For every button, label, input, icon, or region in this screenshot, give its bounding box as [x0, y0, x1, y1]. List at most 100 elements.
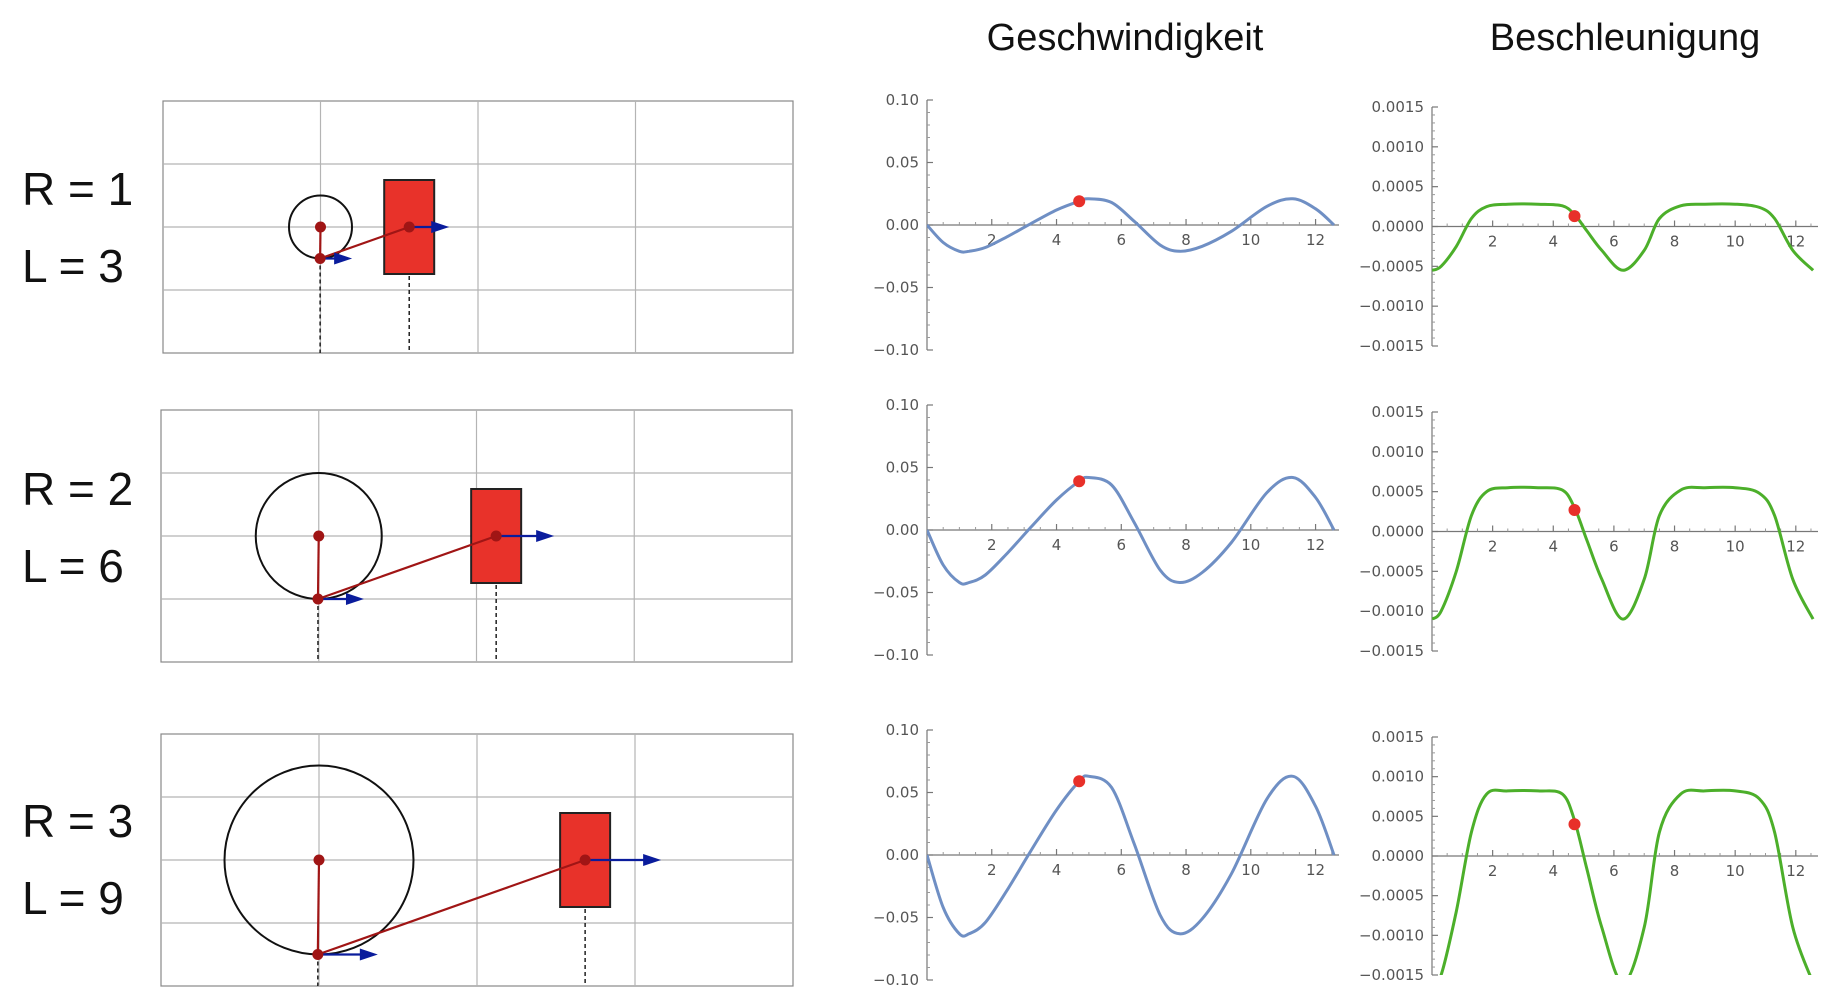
x-tick-label: 12 — [1786, 233, 1805, 251]
y-tick-label: −0.0010 — [1359, 926, 1424, 944]
x-tick-label: 4 — [1052, 861, 1062, 879]
y-tick-label: 0.10 — [886, 721, 919, 739]
x-tick-label: 6 — [1609, 538, 1619, 556]
x-tick-label: 4 — [1052, 231, 1062, 249]
y-tick-label: 0.0015 — [1372, 728, 1425, 746]
velocity-row-1: 0.10 0.05 0.00 −0.05 −0.10 2 4 6 8 10 12 — [873, 91, 1339, 359]
crank-pin-velocity-arrow-head — [359, 948, 378, 961]
y-tick-label: −0.05 — [873, 909, 919, 927]
x-tick-label: 10 — [1241, 536, 1260, 554]
slider-velocity-arrow-head — [643, 854, 662, 866]
x-tick-label: 4 — [1548, 862, 1558, 880]
y-tick-label: 0.05 — [886, 459, 919, 477]
y-tick-label: −0.0005 — [1359, 887, 1424, 905]
x-tick-label: 4 — [1548, 538, 1558, 556]
y-tick-label: 0.10 — [886, 396, 919, 414]
current-position-marker — [1073, 195, 1086, 208]
row-3-length-label: L = 9 — [22, 872, 124, 924]
y-tick-label: 0.0010 — [1372, 443, 1425, 461]
x-tick-label: 10 — [1726, 233, 1745, 251]
y-tick-label: 0.0015 — [1372, 403, 1425, 421]
x-tick-label: 8 — [1181, 231, 1191, 249]
row-2-radius-label: R = 2 — [22, 463, 133, 515]
crank-pin-velocity-arrow-head — [345, 592, 364, 605]
current-position-marker — [1568, 503, 1581, 516]
y-tick-label: −0.10 — [873, 341, 919, 359]
y-tick-label: −0.0005 — [1359, 257, 1424, 275]
data-curve — [1439, 788, 1812, 975]
y-tick-label: −0.0010 — [1359, 297, 1424, 315]
current-position-marker — [1568, 210, 1581, 223]
y-tick-label: −0.0010 — [1359, 602, 1424, 620]
data-curve — [1432, 485, 1815, 621]
y-tick-label: −0.10 — [873, 971, 919, 989]
y-tick-label: 0.0005 — [1372, 178, 1425, 196]
data-curve — [927, 475, 1336, 586]
data-curve — [1432, 202, 1815, 272]
x-tick-label: 12 — [1786, 862, 1805, 880]
y-tick-label: 0.0005 — [1372, 483, 1425, 501]
y-tick-label: 0.0000 — [1372, 218, 1425, 236]
y-tick-label: 0.0015 — [1372, 98, 1425, 116]
data-curve — [927, 774, 1336, 938]
data-curve — [927, 197, 1336, 254]
crank-arm — [316, 859, 321, 955]
velocity-column-title: Geschwindigkeit — [987, 17, 1264, 59]
row-3-radius-label: R = 3 — [22, 795, 133, 847]
x-tick-label: 6 — [1117, 536, 1127, 554]
current-position-marker — [1568, 818, 1581, 831]
y-tick-label: 0.00 — [886, 846, 919, 864]
slider-joint — [403, 221, 415, 233]
x-tick-label: 6 — [1609, 862, 1619, 880]
y-tick-label: −0.10 — [873, 646, 919, 664]
acceleration-row-3: 0.0015 0.0010 0.0005 0.0000 −0.0005 −0.0010 −0… — [1359, 728, 1818, 984]
acceleration-column-title: Beschleunigung — [1490, 17, 1760, 59]
current-position-marker — [1073, 775, 1086, 788]
y-tick-label: −0.0015 — [1359, 642, 1424, 660]
crank-arm — [316, 535, 320, 600]
acceleration-row-2: 0.0015 0.0010 0.0005 0.0000 −0.0005 −0.0010 −0… — [1359, 403, 1818, 660]
y-tick-label: 0.05 — [886, 154, 919, 172]
velocity-row-3: 0.10 0.05 0.00 −0.05 −0.10 2 4 6 8 10 12 — [873, 721, 1339, 989]
y-tick-label: 0.0000 — [1372, 523, 1425, 541]
x-tick-label: 6 — [1609, 233, 1619, 251]
x-tick-label: 10 — [1726, 862, 1745, 880]
row-1-length-label: L = 3 — [22, 240, 124, 292]
x-tick-label: 10 — [1726, 538, 1745, 556]
mechanism-row-1 — [162, 100, 794, 354]
connecting-rod — [317, 858, 586, 956]
x-tick-label: 6 — [1117, 861, 1127, 879]
x-tick-label: 2 — [1488, 538, 1498, 556]
x-tick-label: 10 — [1241, 231, 1260, 249]
slider-velocity-arrow-head — [536, 530, 555, 542]
slider-joint — [579, 854, 591, 866]
x-tick-label: 12 — [1786, 538, 1805, 556]
y-tick-label: 0.10 — [886, 91, 919, 109]
x-tick-label: 12 — [1306, 861, 1325, 879]
x-tick-label: 12 — [1306, 536, 1325, 554]
y-tick-label: −0.0015 — [1359, 966, 1424, 984]
y-tick-label: −0.0015 — [1359, 337, 1424, 355]
x-tick-label: 8 — [1181, 861, 1191, 879]
x-tick-label: 6 — [1117, 231, 1127, 249]
mechanism-panels — [160, 100, 794, 987]
acceleration-row-1: 0.0015 0.0010 0.0005 0.0000 −0.0005 −0.0010 −0… — [1359, 98, 1818, 355]
crank-pin-joint — [312, 593, 324, 605]
x-tick-label: 2 — [1488, 862, 1498, 880]
crank-pin-joint — [312, 948, 324, 960]
row-2-length-label: L = 6 — [22, 540, 124, 592]
crank-center-joint — [313, 854, 325, 866]
y-tick-label: 0.0010 — [1372, 768, 1425, 786]
slider-joint — [490, 530, 502, 542]
y-tick-label: 0.00 — [886, 521, 919, 539]
crank-center-joint — [315, 221, 326, 233]
chart-panels: 0.10 0.05 0.00 −0.05 −0.10 2 4 6 8 10 12 0.0015 0.00… — [873, 91, 1818, 989]
current-position-marker — [1073, 475, 1086, 488]
x-tick-label: 2 — [987, 861, 997, 879]
velocity-row-2: 0.10 0.05 0.00 −0.05 −0.10 2 4 6 8 10 12 — [873, 396, 1339, 664]
y-tick-label: 0.05 — [886, 784, 919, 802]
x-tick-label: 2 — [987, 231, 997, 249]
mechanism-row-3 — [160, 733, 794, 987]
slider-velocity-arrow-head — [431, 221, 450, 233]
x-tick-label: 4 — [1548, 233, 1558, 251]
